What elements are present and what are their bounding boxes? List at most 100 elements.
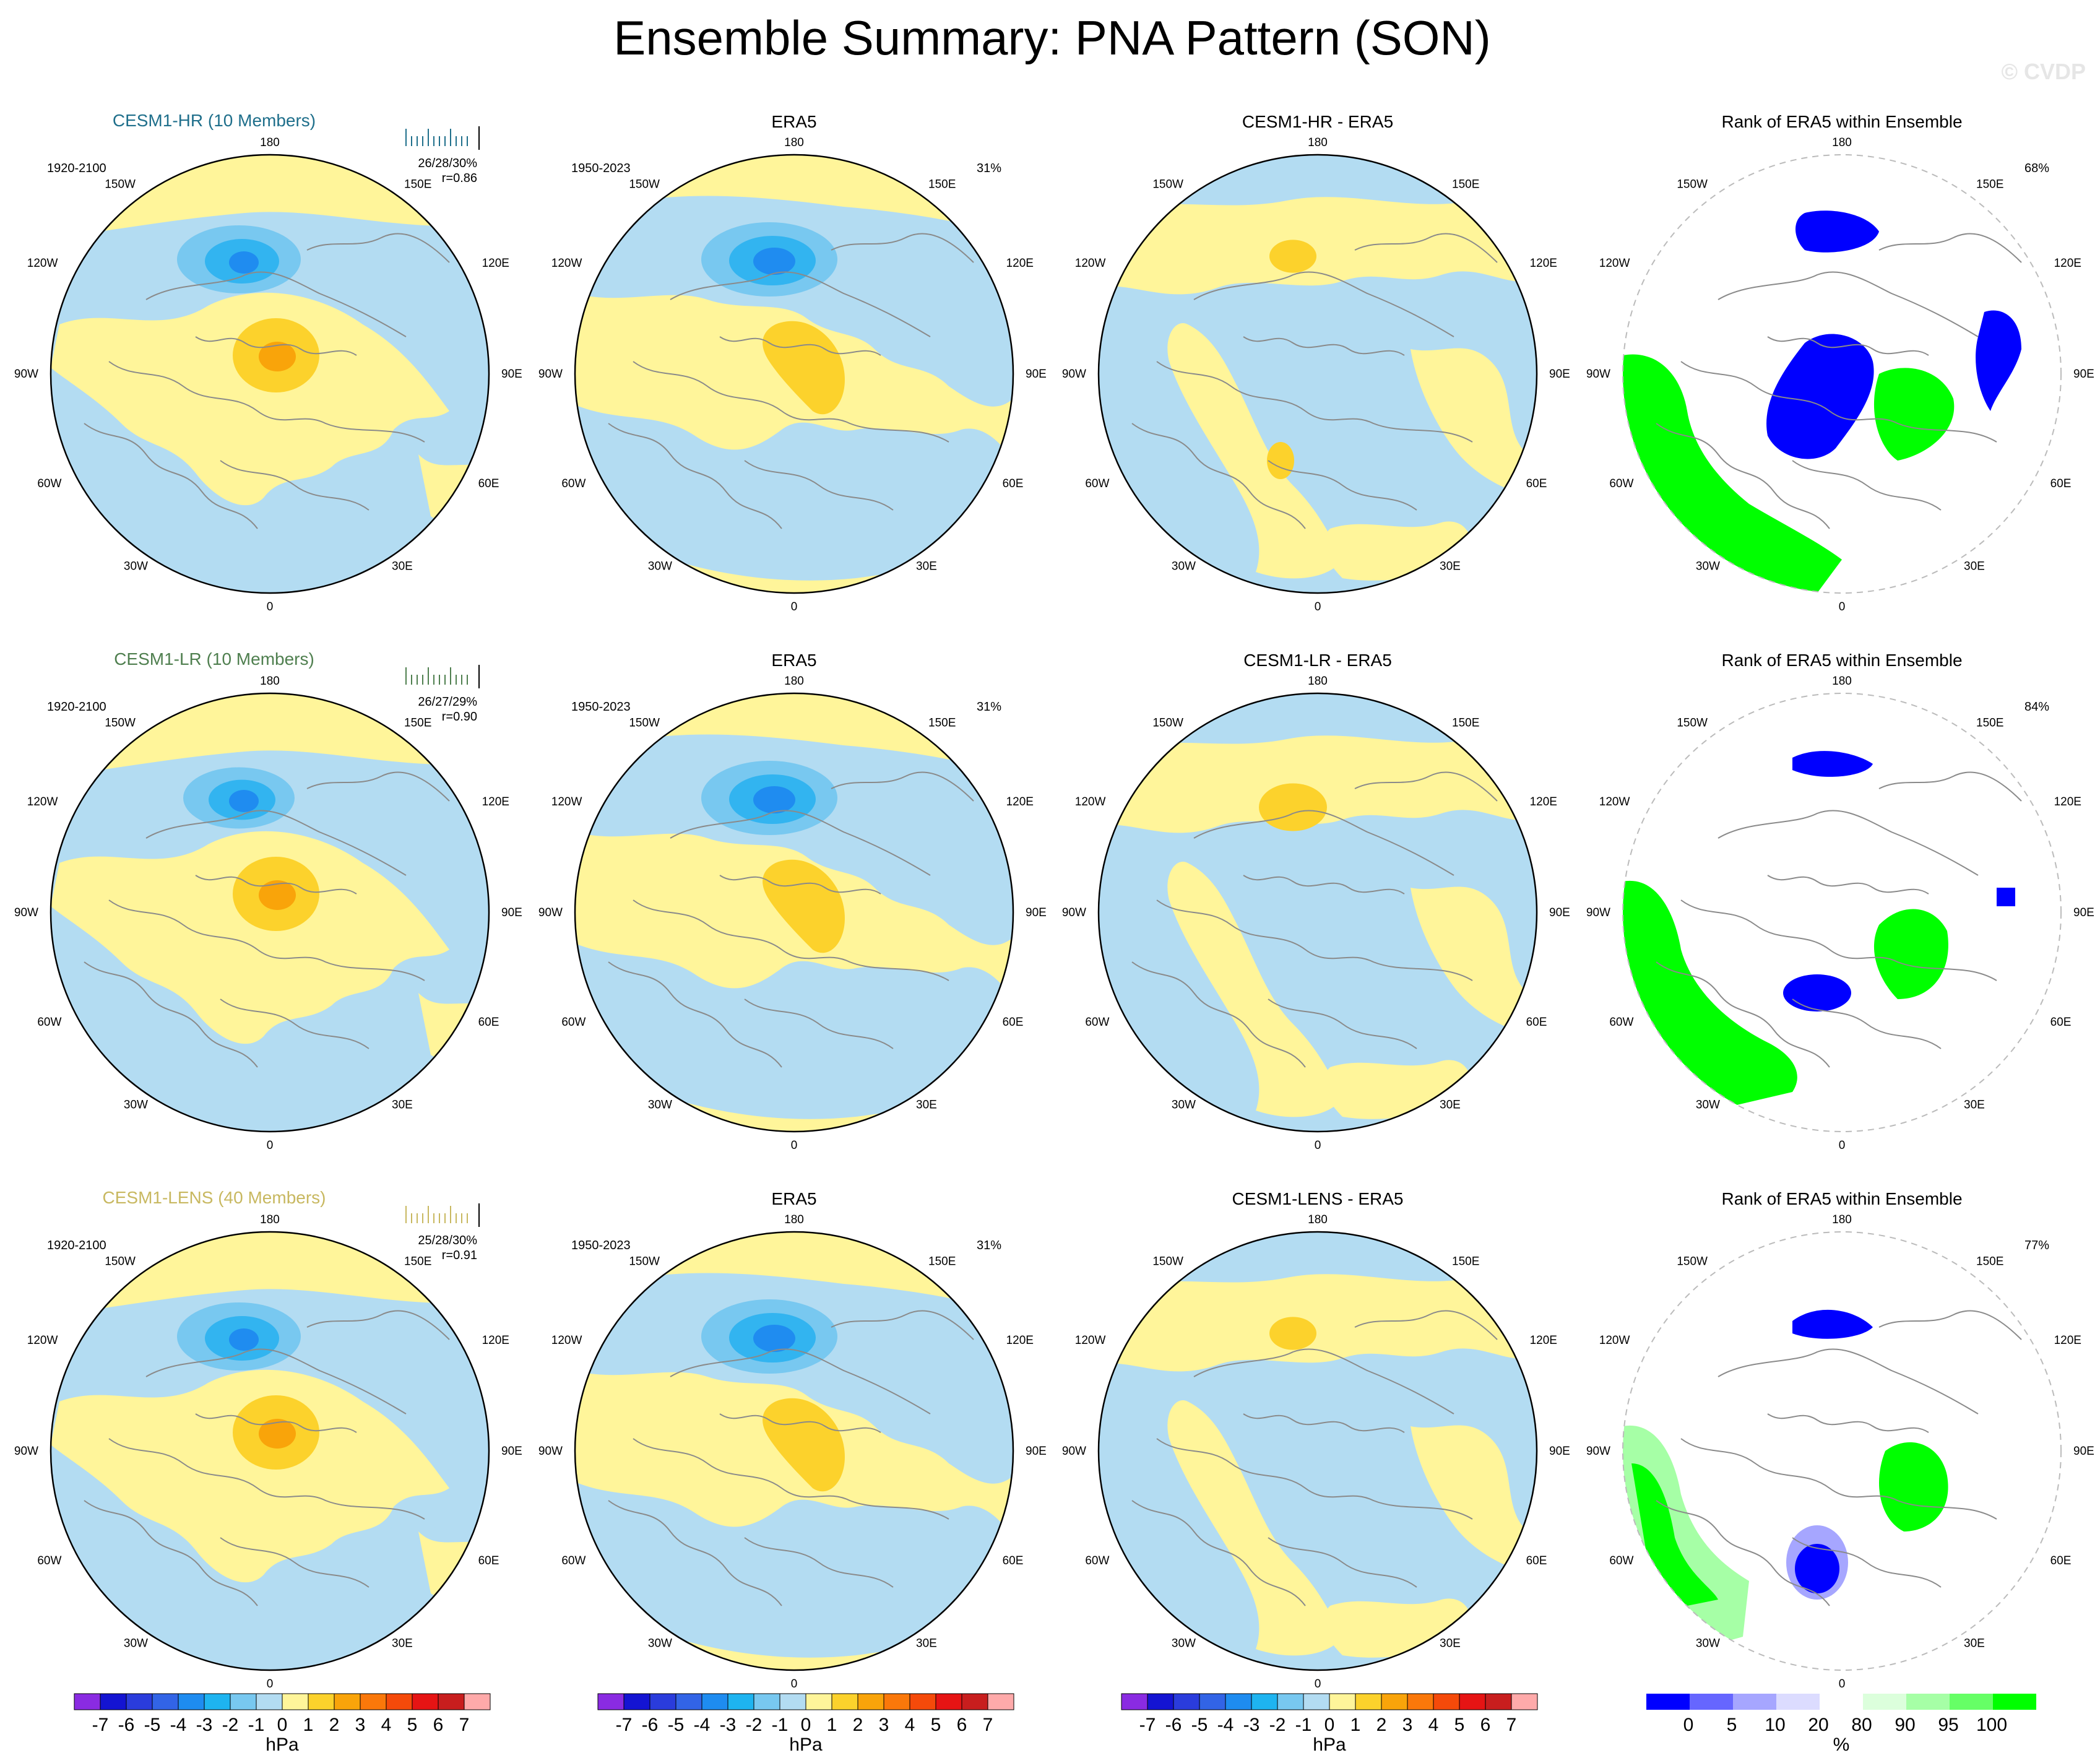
longitude-label-60e: 60E <box>1003 1016 1024 1029</box>
colorbar-swatch <box>1147 1693 1174 1710</box>
longitude-label-0: 0 <box>267 600 274 613</box>
longitude-label-30w: 30W <box>1696 1099 1720 1112</box>
map-border <box>1097 154 1538 594</box>
colorbar-swatch <box>1381 1693 1408 1710</box>
longitude-label-180: 180 <box>1308 136 1328 149</box>
longitude-label-60w: 60W <box>1085 1554 1109 1567</box>
pct-variance-label: 26/28/30% <box>418 157 477 170</box>
longitude-label-90e: 90E <box>2073 368 2094 381</box>
colorbar-tick-label: -6 <box>642 1715 659 1735</box>
colorbar-tick-label: -3 <box>1243 1715 1260 1735</box>
colorbar-tick-label: -1 <box>248 1715 265 1735</box>
longitude-label-60w: 60W <box>1085 1016 1109 1029</box>
map-fill <box>51 155 489 593</box>
colorbar-swatch <box>597 1693 624 1710</box>
colorbar-swatch <box>779 1693 806 1710</box>
colorbar-tick-label: 5 <box>1454 1715 1465 1735</box>
longitude-label-120w: 120W <box>27 795 58 808</box>
longitude-label-120e: 120E <box>1006 257 1034 270</box>
colorbar-swatch <box>1906 1694 1950 1710</box>
longitude-label-60e: 60E <box>1003 477 1024 490</box>
longitude-label-150w: 150W <box>1152 178 1183 191</box>
colorbar-tick-label: 7 <box>459 1715 470 1735</box>
negative-region-north <box>575 1273 1013 1484</box>
longitude-label-180: 180 <box>260 675 280 688</box>
colorbar-unit: hPa <box>266 1735 299 1755</box>
longitude-label-60w: 60W <box>1609 1016 1633 1029</box>
coastline <box>84 1310 450 1606</box>
colorbar-swatch <box>1459 1693 1486 1710</box>
rank-high-region <box>1873 909 1948 999</box>
rank-pct-label: 84% <box>2024 700 2049 714</box>
longitude-label-30e: 30E <box>1440 560 1461 573</box>
longitude-label-60e: 60E <box>2050 1016 2072 1029</box>
panel-title: Rank of ERA5 within Ensemble <box>1721 651 1962 670</box>
rank-low-region <box>1976 310 2021 411</box>
colorbar-swatch <box>74 1693 101 1710</box>
map-panel-r1-c2: 180 150E 120E 90E 60E 30E 0 30W 60W 90W 120W 150W ER… <box>538 112 1047 613</box>
coastline <box>608 771 974 1068</box>
pct-variance-label: 31% <box>977 700 1001 714</box>
negative-region-north <box>575 196 1013 407</box>
low-contour-3 <box>229 1328 259 1351</box>
longitude-label-150w: 150W <box>1677 716 1708 729</box>
colorbar-swatch <box>178 1693 205 1710</box>
negative-region-south <box>575 943 1013 1119</box>
high-contour-2 <box>259 1419 296 1449</box>
panel-title: CESM1-LR (10 Members) <box>114 649 314 669</box>
high-contour-1 <box>763 321 845 415</box>
longitude-label-150w: 150W <box>105 1255 136 1268</box>
longitude-label-180: 180 <box>1832 1213 1852 1226</box>
longitude-label-120e: 120E <box>1006 1334 1034 1347</box>
longitude-label-90e: 90E <box>2073 906 2094 919</box>
map-fill <box>51 693 489 1132</box>
period-label: 1950-2023 <box>571 700 631 714</box>
map-fill <box>575 155 1013 593</box>
map-panel-r1-c4: 180 150E 120E 90E 60E 30E 0 30W 60W 90W 120W 150W Ra… <box>1586 112 2094 613</box>
colorbar-tick-label: 5 <box>931 1715 941 1735</box>
longitude-label-90e: 90E <box>501 368 522 381</box>
longitude-label-60w: 60W <box>561 477 585 490</box>
colorbar-swatch <box>805 1693 832 1710</box>
colorbar-swatch <box>1121 1693 1148 1710</box>
coastline <box>1131 233 1498 529</box>
colorbar-swatch <box>412 1693 439 1710</box>
colorbar-swatch <box>1733 1694 1776 1710</box>
longitude-label-120w: 120W <box>1075 795 1106 808</box>
period-label: 1920-2100 <box>47 1239 106 1252</box>
longitude-label-30e: 30E <box>1964 1099 1985 1112</box>
negative-region-north <box>575 734 1013 945</box>
colorbar-swatch <box>308 1693 335 1710</box>
colorbar-tick-label: 6 <box>957 1715 967 1735</box>
colorbar-tick-label: -4 <box>1217 1715 1234 1735</box>
longitude-label-90e: 90E <box>1549 1445 1570 1458</box>
coastline <box>1656 233 2022 529</box>
longitude-label-120w: 120W <box>27 257 58 270</box>
colorbar-tick-label: 0 <box>1683 1715 1694 1735</box>
colorbar-swatch <box>1776 1694 1820 1710</box>
map-fill <box>1099 1232 1537 1670</box>
colorbar-tick-label: 2 <box>1376 1715 1387 1735</box>
longitude-label-0: 0 <box>1315 600 1321 613</box>
coastline <box>84 233 450 529</box>
colorbar-swatch <box>204 1693 231 1710</box>
negative-region-south <box>575 405 1013 581</box>
longitude-label-120w: 120W <box>27 1334 58 1347</box>
colorbar-swatch <box>909 1693 936 1710</box>
period-label: 1920-2100 <box>47 700 106 714</box>
colorbar-tick-label: -6 <box>1165 1715 1182 1735</box>
map-fill <box>51 1232 489 1670</box>
colorbar-swatch <box>857 1693 884 1710</box>
colorbar-swatch <box>675 1693 702 1710</box>
positive-difference-secondary <box>1267 442 1294 479</box>
longitude-label-90w: 90W <box>1062 1445 1086 1458</box>
colorbar-tick-label: 3 <box>879 1715 889 1735</box>
longitude-label-180: 180 <box>260 136 280 149</box>
colorbar-swatch <box>649 1693 676 1710</box>
longitude-label-180: 180 <box>1308 675 1328 688</box>
longitude-label-150w: 150W <box>105 178 136 191</box>
colorbar-tick-label: 3 <box>355 1715 366 1735</box>
map-border <box>1622 154 2062 594</box>
colorbar-tick-label: -2 <box>222 1715 239 1735</box>
